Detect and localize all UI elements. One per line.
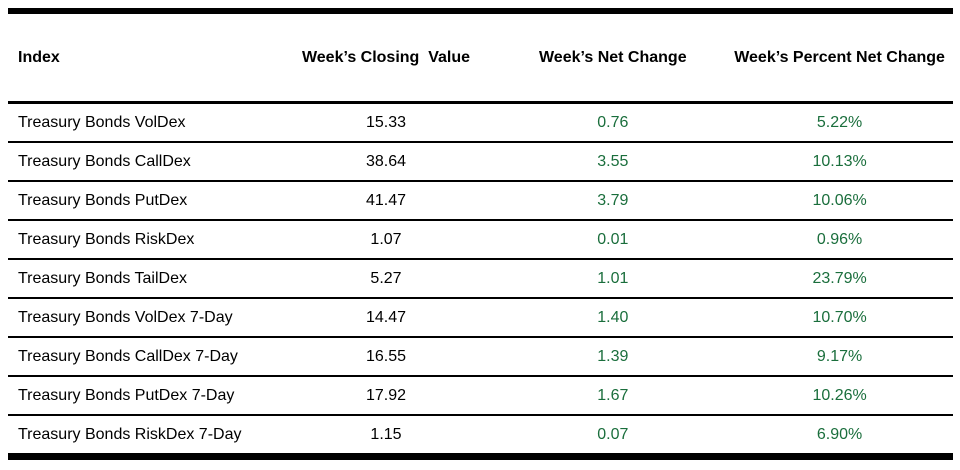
index-cell: Treasury Bonds PutDex (18, 191, 188, 209)
net-change-cell: 3.79 (597, 191, 629, 209)
closing-value-cell: 5.27 (370, 269, 402, 287)
percent-net-change-cell: 0.96% (816, 230, 863, 248)
percent-net-change-cell: 5.22% (816, 113, 863, 131)
column-header-closing-value: Week’s Closing Value (301, 48, 471, 66)
index-cell: Treasury Bonds RiskDex 7-Day (18, 425, 242, 443)
percent-net-change-cell: 9.17% (816, 347, 863, 365)
net-change-cell: 1.39 (597, 347, 629, 365)
percent-net-change-cell: 10.70% (812, 308, 867, 326)
column-header-index: Index (18, 48, 60, 66)
index-cell: Treasury Bonds TailDex (18, 269, 187, 287)
table-row: Treasury Bonds PutDex 7-Day 17.92 1.67 1… (8, 377, 953, 416)
closing-value-cell: 16.55 (365, 347, 407, 365)
closing-value-cell: 17.92 (365, 386, 407, 404)
index-summary-table: Index Week’s Closing Value Week’s Net Ch… (8, 8, 953, 460)
column-header-percent-net-change: Week’s Percent Net Change (734, 48, 945, 66)
table-row: Treasury Bonds TailDex 5.27 1.01 23.79% (8, 260, 953, 299)
column-header-net-change: Week’s Net Change (538, 48, 687, 66)
percent-net-change-cell: 10.13% (812, 152, 867, 170)
index-cell: Treasury Bonds CallDex 7-Day (18, 347, 238, 365)
net-change-cell: 1.01 (597, 269, 629, 287)
index-cell: Treasury Bonds VolDex 7-Day (18, 308, 233, 326)
closing-value-cell: 14.47 (365, 308, 407, 326)
table-row: Treasury Bonds RiskDex 7-Day 1.15 0.07 6… (8, 416, 953, 453)
closing-value-cell: 38.64 (365, 152, 407, 170)
index-cell: Treasury Bonds PutDex 7-Day (18, 386, 235, 404)
net-change-cell: 1.40 (597, 308, 629, 326)
net-change-cell: 0.76 (597, 113, 629, 131)
closing-value-cell: 1.15 (370, 425, 402, 443)
table-header-row: Index Week’s Closing Value Week’s Net Ch… (8, 14, 953, 104)
index-cell: Treasury Bonds CallDex (18, 152, 191, 170)
percent-net-change-cell: 23.79% (812, 269, 867, 287)
table-row: Treasury Bonds CallDex 7-Day 16.55 1.39 … (8, 338, 953, 377)
net-change-cell: 0.07 (597, 425, 629, 443)
table-row: Treasury Bonds CallDex 38.64 3.55 10.13% (8, 143, 953, 182)
table-row: Treasury Bonds VolDex 15.33 0.76 5.22% (8, 104, 953, 143)
index-cell: Treasury Bonds RiskDex (18, 230, 195, 248)
net-change-cell: 3.55 (597, 152, 629, 170)
net-change-cell: 0.01 (597, 230, 629, 248)
index-cell: Treasury Bonds VolDex (18, 113, 186, 131)
table-row: Treasury Bonds RiskDex 1.07 0.01 0.96% (8, 221, 953, 260)
table-row: Treasury Bonds PutDex 41.47 3.79 10.06% (8, 182, 953, 221)
table-row: Treasury Bonds VolDex 7-Day 14.47 1.40 1… (8, 299, 953, 338)
closing-value-cell: 1.07 (370, 230, 402, 248)
closing-value-cell: 41.47 (365, 191, 407, 209)
closing-value-cell: 15.33 (365, 113, 407, 131)
percent-net-change-cell: 10.26% (812, 386, 867, 404)
percent-net-change-cell: 6.90% (816, 425, 863, 443)
net-change-cell: 1.67 (597, 386, 629, 404)
percent-net-change-cell: 10.06% (812, 191, 867, 209)
